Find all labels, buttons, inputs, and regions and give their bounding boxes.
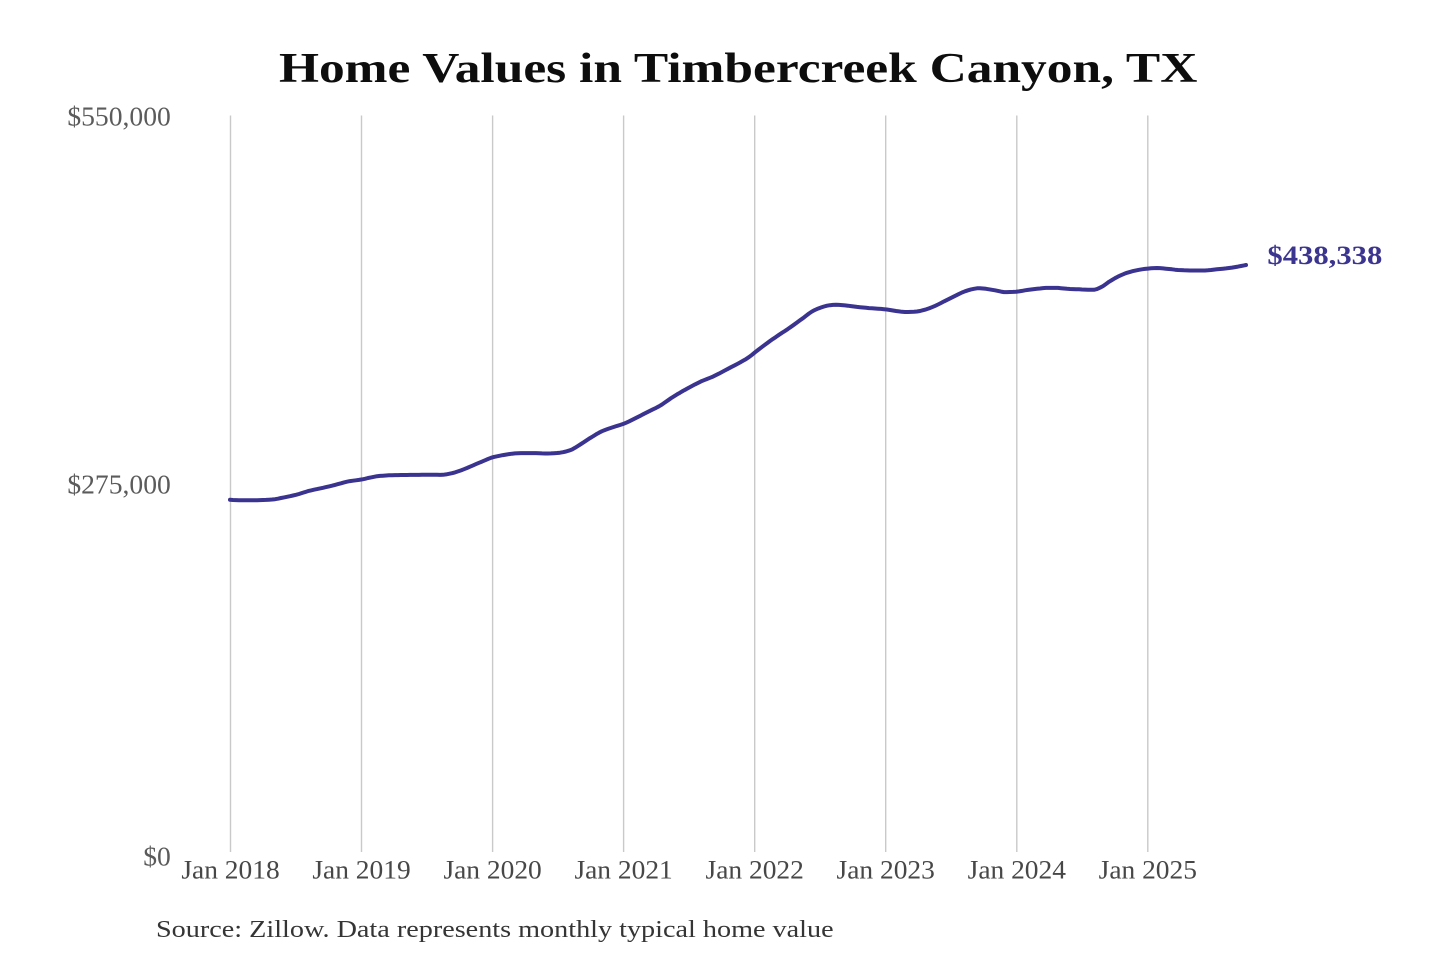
svg-text:Jan 2020: Jan 2020 [443, 855, 541, 884]
svg-text:$275,000: $275,000 [67, 469, 170, 500]
svg-text:Jan 2023: Jan 2023 [837, 855, 935, 884]
svg-text:Source: Zillow. Data represent: Source: Zillow. Data represents monthly … [156, 916, 834, 943]
svg-text:Jan 2018: Jan 2018 [181, 855, 279, 884]
svg-text:Jan 2022: Jan 2022 [706, 855, 804, 884]
svg-text:$0: $0 [143, 840, 171, 871]
svg-text:Jan 2021: Jan 2021 [574, 855, 672, 884]
svg-text:Jan 2025: Jan 2025 [1099, 855, 1197, 884]
svg-text:$550,000: $550,000 [67, 100, 170, 131]
svg-text:Home Values in Timbercreek Can: Home Values in Timbercreek Canyon, TX [279, 45, 1198, 91]
svg-text:$438,338: $438,338 [1267, 241, 1382, 271]
svg-text:Jan 2019: Jan 2019 [312, 855, 410, 884]
svg-text:Jan 2024: Jan 2024 [968, 855, 1066, 884]
